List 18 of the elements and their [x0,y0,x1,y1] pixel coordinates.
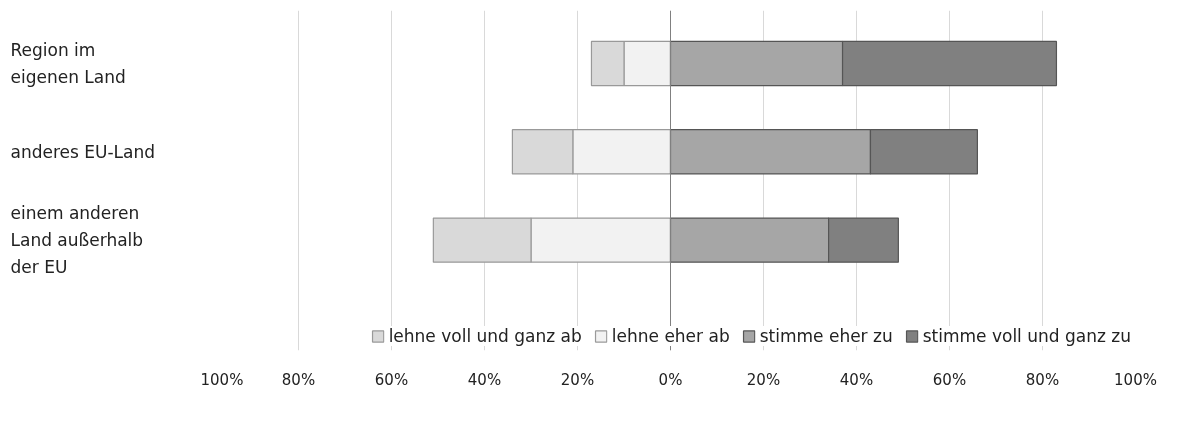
y-tick-label: einem anderen Land außerhalb der EU [10,203,144,278]
x-tick-label: 100% [200,370,244,389]
y-tick-label: Region im eigenen Land [10,39,126,87]
x-tick-label: 100% [1114,370,1157,389]
x-tick-label: 20% [746,370,781,389]
legend-label: lehne eher ab [611,326,730,346]
x-tick-label: 40% [467,370,502,389]
x-tick-label: 60% [374,370,409,389]
legend-label: stimme voll und ganz zu [922,326,1131,346]
x-tick-label: 40% [839,370,874,389]
legend-label: lehne voll und ganz ab [388,326,582,346]
x-tick-label: 80% [281,370,316,389]
legend-label: stimme eher zu [759,326,893,346]
x-tick-label: 0% [658,370,683,389]
x-tick-label: 60% [932,370,967,389]
x-tick-label: 20% [560,370,595,389]
y-tick-label: anderes EU-Land [10,141,156,162]
x-tick-label: 80% [1025,370,1060,389]
